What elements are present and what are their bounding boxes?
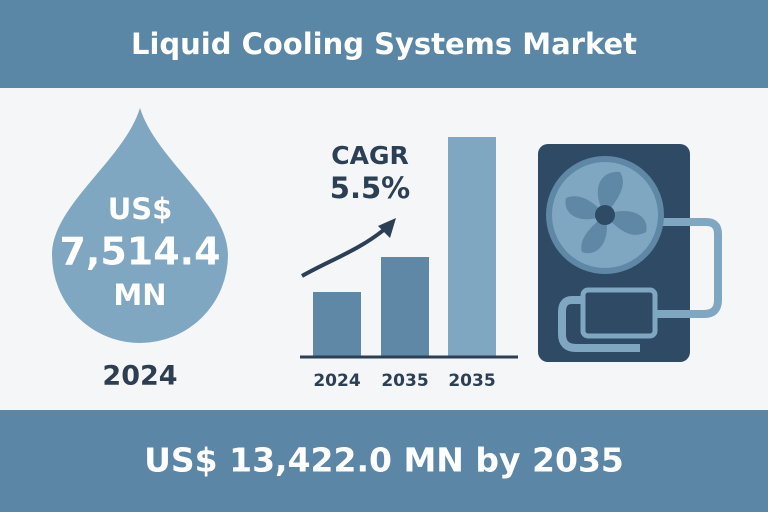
bar-label: 2035 xyxy=(448,371,495,391)
drop-unit: MN xyxy=(113,278,166,312)
drop-currency: US$ xyxy=(108,192,173,226)
header-band xyxy=(0,0,768,88)
bar xyxy=(313,292,361,356)
cagr-label: CAGR xyxy=(331,141,408,170)
fan-blades xyxy=(565,171,647,254)
growth-arrow xyxy=(301,226,388,278)
fan-hub xyxy=(595,205,615,225)
tube xyxy=(558,296,640,352)
bar xyxy=(381,257,429,356)
drop-year: 2024 xyxy=(102,361,177,392)
drop-value: 7,514.4 xyxy=(59,230,220,274)
bar xyxy=(448,137,496,356)
cagr-rate: 5.5% xyxy=(330,171,410,205)
drop-shape xyxy=(52,108,228,343)
title: Liquid Cooling Systems Market xyxy=(131,27,637,61)
pump xyxy=(580,287,658,339)
arrow-head xyxy=(378,218,396,238)
tube xyxy=(650,218,722,318)
footer-band xyxy=(0,410,768,512)
bar-label: 2035 xyxy=(381,371,428,391)
cooler-icon xyxy=(538,144,722,362)
bar-label: 2024 xyxy=(313,371,360,391)
footer-text: US$ 13,422.0 MN by 2035 xyxy=(144,441,624,480)
